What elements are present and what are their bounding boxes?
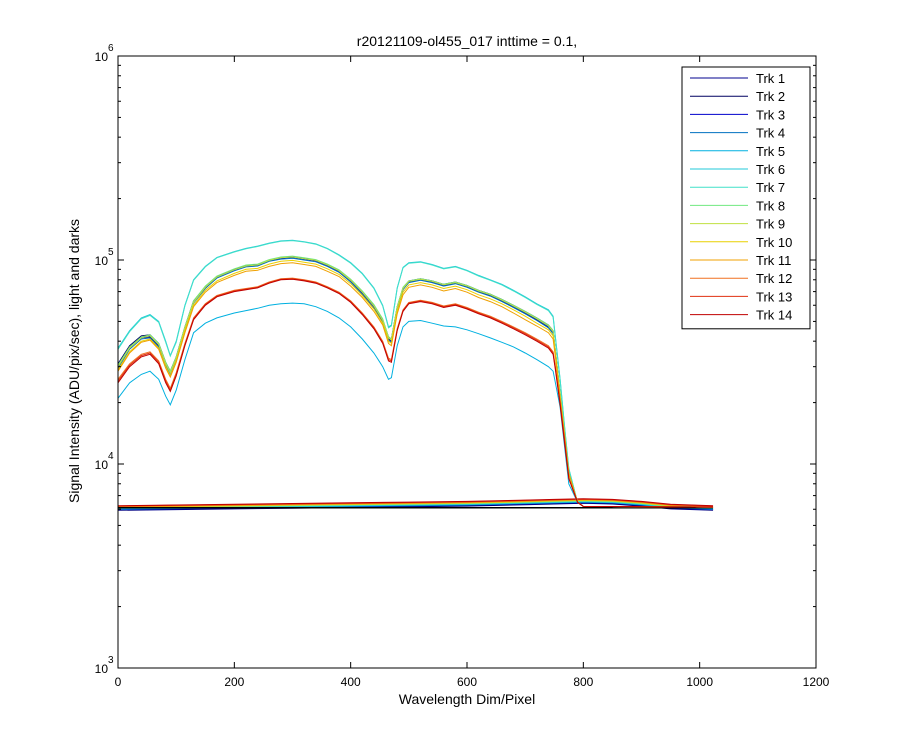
- legend-item: Trk 1: [690, 71, 785, 86]
- legend-label: Trk 4: [756, 126, 785, 141]
- y-tick-base: 10: [95, 254, 109, 268]
- dark-lines: [117, 498, 714, 511]
- y-tick-label: 103: [95, 655, 114, 676]
- legend-box: [681, 66, 811, 330]
- x-axis-label: Wavelength Dim/Pixel: [399, 691, 535, 707]
- series-line: [117, 278, 714, 508]
- legend-label: Trk 14: [756, 308, 792, 323]
- legend-item: Trk 14: [690, 308, 792, 323]
- legend-item: Trk 11: [690, 253, 791, 268]
- legend-item: Trk 3: [690, 107, 785, 122]
- legend-label: Trk 12: [756, 271, 792, 286]
- series-line: [117, 262, 714, 508]
- legend-label: Trk 2: [756, 89, 785, 104]
- legend-item: Trk 9: [690, 217, 785, 232]
- x-tick-labels: 0 200 400 600 800 1000 1200: [115, 675, 830, 689]
- x-tick-label: 800: [573, 675, 593, 689]
- series-line: [117, 302, 714, 508]
- x-tick-label: 400: [341, 675, 361, 689]
- y-axis-label: Signal Intensity (ADU/pix/sec), light an…: [66, 219, 82, 503]
- y-tick-base: 10: [95, 458, 109, 472]
- y-tick-exponent: 5: [108, 247, 114, 258]
- y-tick-base: 10: [95, 662, 109, 676]
- legend-item: Trk 12: [690, 271, 792, 286]
- x-tick-label: 0: [115, 675, 122, 689]
- legend-label: Trk 9: [756, 217, 785, 232]
- series-line: [117, 256, 714, 508]
- legend-item: Trk 7: [690, 180, 785, 195]
- chart-title: r20121109-ol455_017 inttime = 0.1,: [357, 33, 577, 49]
- legend-item: Trk 5: [690, 144, 785, 159]
- x-tick-label: 200: [224, 675, 244, 689]
- series-lines: [117, 239, 714, 508]
- legend-label: Trk 7: [756, 180, 785, 195]
- x-tick-label: 1200: [803, 675, 830, 689]
- legend-item: Trk 10: [690, 235, 792, 250]
- y-tick-label: 104: [95, 451, 114, 472]
- x-tick-label: 1000: [686, 675, 713, 689]
- legend-label: Trk 1: [756, 71, 785, 86]
- y-tick-exponent: 6: [108, 43, 114, 54]
- legend-item: Trk 8: [690, 198, 785, 213]
- legend-item: Trk 4: [690, 126, 785, 141]
- legend: Trk 1 Trk 2 Trk 3 Trk 4 Trk 5 Trk 6 Trk 7 Trk 8…: [681, 66, 811, 330]
- y-tick-exponent: 4: [108, 451, 114, 462]
- x-tick-label: 600: [457, 675, 477, 689]
- axis-ticks: [117, 55, 817, 669]
- dark-line: [117, 498, 714, 507]
- legend-label: Trk 10: [756, 235, 792, 250]
- legend-item: Trk 13: [690, 289, 792, 304]
- y-tick-exponent: 3: [108, 655, 114, 666]
- y-tick-label: 105: [95, 247, 114, 268]
- legend-label: Trk 8: [756, 198, 785, 213]
- legend-label: Trk 11: [756, 253, 791, 268]
- y-tick-label: 106: [95, 43, 114, 64]
- legend-item: Trk 6: [690, 162, 785, 177]
- y-tick-base: 10: [95, 50, 109, 64]
- series-line: [117, 259, 714, 508]
- legend-label: Trk 3: [756, 107, 785, 122]
- series-line: [117, 240, 714, 508]
- legend-label: Trk 5: [756, 144, 785, 159]
- legend-label: Trk 6: [756, 162, 785, 177]
- legend-label: Trk 13: [756, 289, 792, 304]
- legend-item: Trk 2: [690, 89, 785, 104]
